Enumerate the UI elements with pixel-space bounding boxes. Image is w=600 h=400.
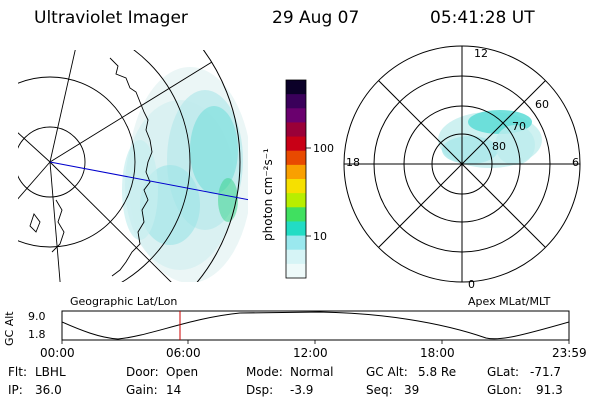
mlt-label-18: 18 bbox=[346, 156, 360, 169]
status-door-label: Door: bbox=[126, 365, 159, 379]
status-ip-value: 36.0 bbox=[35, 383, 62, 397]
observation-date: 29 Aug 07 bbox=[272, 8, 360, 28]
status-glon-value: 91.3 bbox=[536, 383, 563, 397]
colorbar-cell bbox=[286, 179, 306, 194]
polar-plot bbox=[343, 45, 581, 283]
status-glon-label: GLon: bbox=[487, 383, 522, 397]
altitude-tick-1-8: 1.8 bbox=[28, 328, 46, 341]
status-mode-label: Mode: bbox=[246, 365, 283, 379]
status-flt-label: Flt: bbox=[8, 365, 27, 379]
colorbar-unit-label: photon cm⁻²s⁻¹ bbox=[261, 148, 275, 241]
status-seq-label: Seq: bbox=[366, 383, 393, 397]
status-gcalt-value: 5.8 Re bbox=[418, 365, 457, 379]
time-tick-0600: 06:00 bbox=[166, 346, 201, 360]
status-ip-label: IP: bbox=[8, 383, 23, 397]
colorbar-cell bbox=[286, 193, 306, 208]
colorbar-cell bbox=[286, 80, 306, 95]
status-mode-value: Normal bbox=[290, 365, 334, 379]
mlat-label-60: 60 bbox=[535, 98, 549, 111]
aurora-emission-geographic bbox=[122, 67, 248, 282]
observation-time: 05:41:28 UT bbox=[430, 8, 535, 28]
colorbar-cell bbox=[286, 150, 306, 166]
graticule bbox=[18, 50, 240, 282]
time-tick-2359: 23:59 bbox=[552, 346, 587, 360]
colorbar-tick-100: 100 bbox=[313, 142, 334, 155]
aurora-emission-polar bbox=[438, 110, 542, 168]
colorbar-cell bbox=[286, 207, 306, 222]
colorbar-cell bbox=[286, 221, 306, 237]
colorbar-cell bbox=[286, 108, 306, 123]
geographic-map bbox=[18, 50, 248, 282]
colorbar-cell bbox=[286, 122, 306, 138]
antarctic-coastline bbox=[109, 57, 153, 277]
altitude-strip bbox=[61, 310, 570, 344]
altitude-tick-9: 9.0 bbox=[28, 310, 46, 323]
sun-direction-line bbox=[49, 161, 248, 201]
altitude-curve bbox=[62, 311, 569, 340]
colorbar-cell bbox=[286, 94, 306, 109]
colorbar-cell bbox=[286, 136, 306, 152]
status-glat-value: -71.7 bbox=[530, 365, 562, 379]
status-door-value: Open bbox=[166, 365, 199, 379]
status-flt-value: LBHL bbox=[35, 365, 66, 379]
mlt-label-6: 6 bbox=[572, 156, 579, 169]
time-tick-1800: 18:00 bbox=[420, 346, 455, 360]
colorbar-tick-10: 10 bbox=[313, 230, 327, 243]
left-panel-caption: Geographic Lat/Lon bbox=[70, 295, 178, 308]
status-dsp-label: Dsp: bbox=[246, 383, 274, 397]
colorbar bbox=[285, 79, 311, 279]
mlat-label-80: 80 bbox=[492, 140, 506, 153]
colorbar-cell bbox=[286, 164, 306, 180]
colorbar-cell bbox=[286, 249, 306, 265]
mlt-label-0: 0 bbox=[468, 278, 475, 291]
time-tick-0000: 00:00 bbox=[40, 346, 75, 360]
mlat-label-70: 70 bbox=[512, 120, 526, 133]
altitude-axis-label: GC Alt bbox=[3, 311, 16, 346]
status-glat-label: GLat: bbox=[487, 365, 520, 379]
status-gain-value: 14 bbox=[166, 383, 182, 397]
status-gain-label: Gain: bbox=[126, 383, 158, 397]
colorbar-cell bbox=[286, 235, 306, 251]
status-dsp-value: -3.9 bbox=[290, 383, 314, 397]
right-panel-caption: Apex MLat/MLT bbox=[468, 295, 551, 308]
instrument-title: Ultraviolet Imager bbox=[34, 8, 188, 28]
colorbar-cell bbox=[286, 263, 306, 279]
mlt-label-12: 12 bbox=[474, 47, 488, 60]
time-tick-1200: 12:00 bbox=[293, 346, 328, 360]
status-seq-value: 39 bbox=[404, 383, 420, 397]
status-gcalt-label: GC Alt: bbox=[366, 365, 408, 379]
